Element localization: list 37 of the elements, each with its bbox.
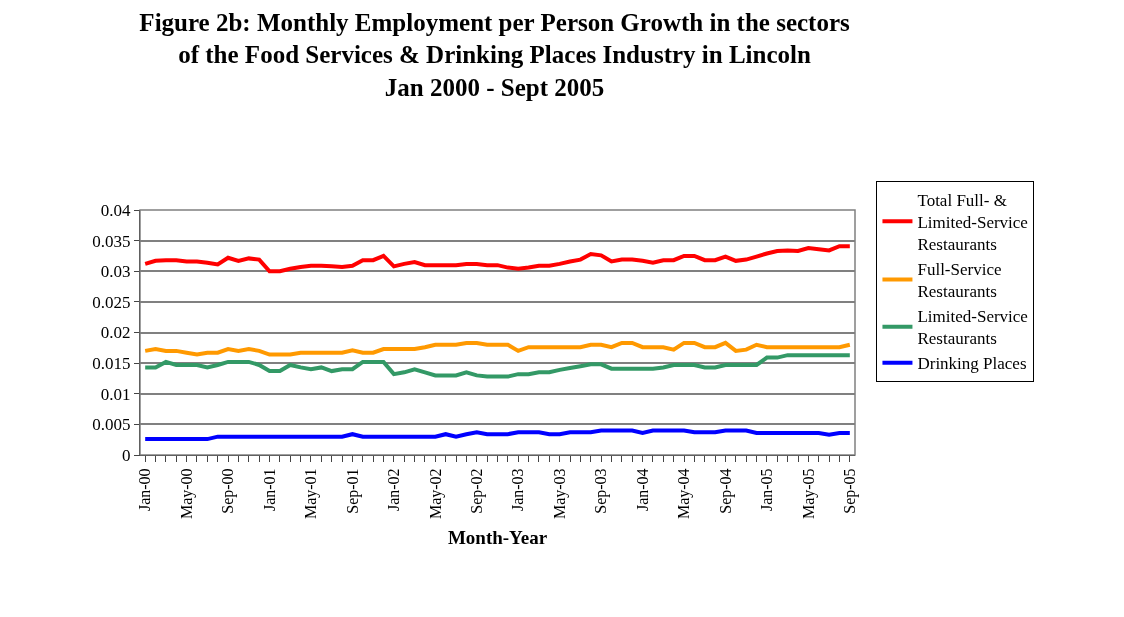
legend-label: Total Full- & Limited-Service Restaurants [917,190,1028,254]
x-tick-label: Sep-01 [343,468,362,514]
y-tick-label: 0.03 [100,262,131,282]
x-tick-label: Jan-02 [385,468,403,512]
x-tick-label: May-05 [799,468,818,520]
y-tick-label: 0.015 [92,354,131,374]
x-axis-title: Month-Year [447,526,548,548]
x-tick-label: May-01 [302,468,321,520]
x-tick-label: Sep-05 [841,468,860,514]
y-tick-label: 0.035 [92,231,131,251]
y-tick-label: 0.01 [100,384,131,404]
x-tick-label: Jan-01 [260,468,278,512]
line-series [143,428,852,442]
y-tick-label: 0.04 [100,200,132,220]
x-tick-label: Jan-05 [758,468,776,512]
chart-title: Figure 2b: Monthly Employment per Person Growth in the sectors of the Food Services & Drinking Places Industry in Lincoln Jan 2000 - Sept 2005 [139,8,851,101]
x-tick-label: Sep-03 [592,468,611,514]
x-tick-label: Sep-04 [716,468,735,514]
x-tick-label: Sep-02 [467,468,486,514]
line-series [143,353,852,379]
x-tick-label: May-02 [426,468,445,520]
y-tick-label: 0.025 [92,292,131,312]
line-series [143,244,852,274]
line-series [143,340,852,357]
y-tick-label: 0.02 [100,323,131,343]
y-tick-label: 0 [122,445,131,465]
x-tick-label: Jan-00 [136,468,154,512]
legend-label: Full-Service Restaurants [917,260,1002,302]
x-tick-label: Sep-00 [219,468,238,514]
y-tick-label: 0.005 [92,415,131,435]
x-tick-label: May-00 [177,468,196,520]
x-tick-label: May-04 [675,468,694,520]
legend-label: Drinking Places [917,354,1027,374]
x-tick-label: Jan-03 [509,468,527,512]
legend-label: Limited-Service Restaurants [917,307,1028,349]
x-tick-label: Jan-04 [633,468,651,512]
x-tick-label: May-03 [550,468,569,520]
